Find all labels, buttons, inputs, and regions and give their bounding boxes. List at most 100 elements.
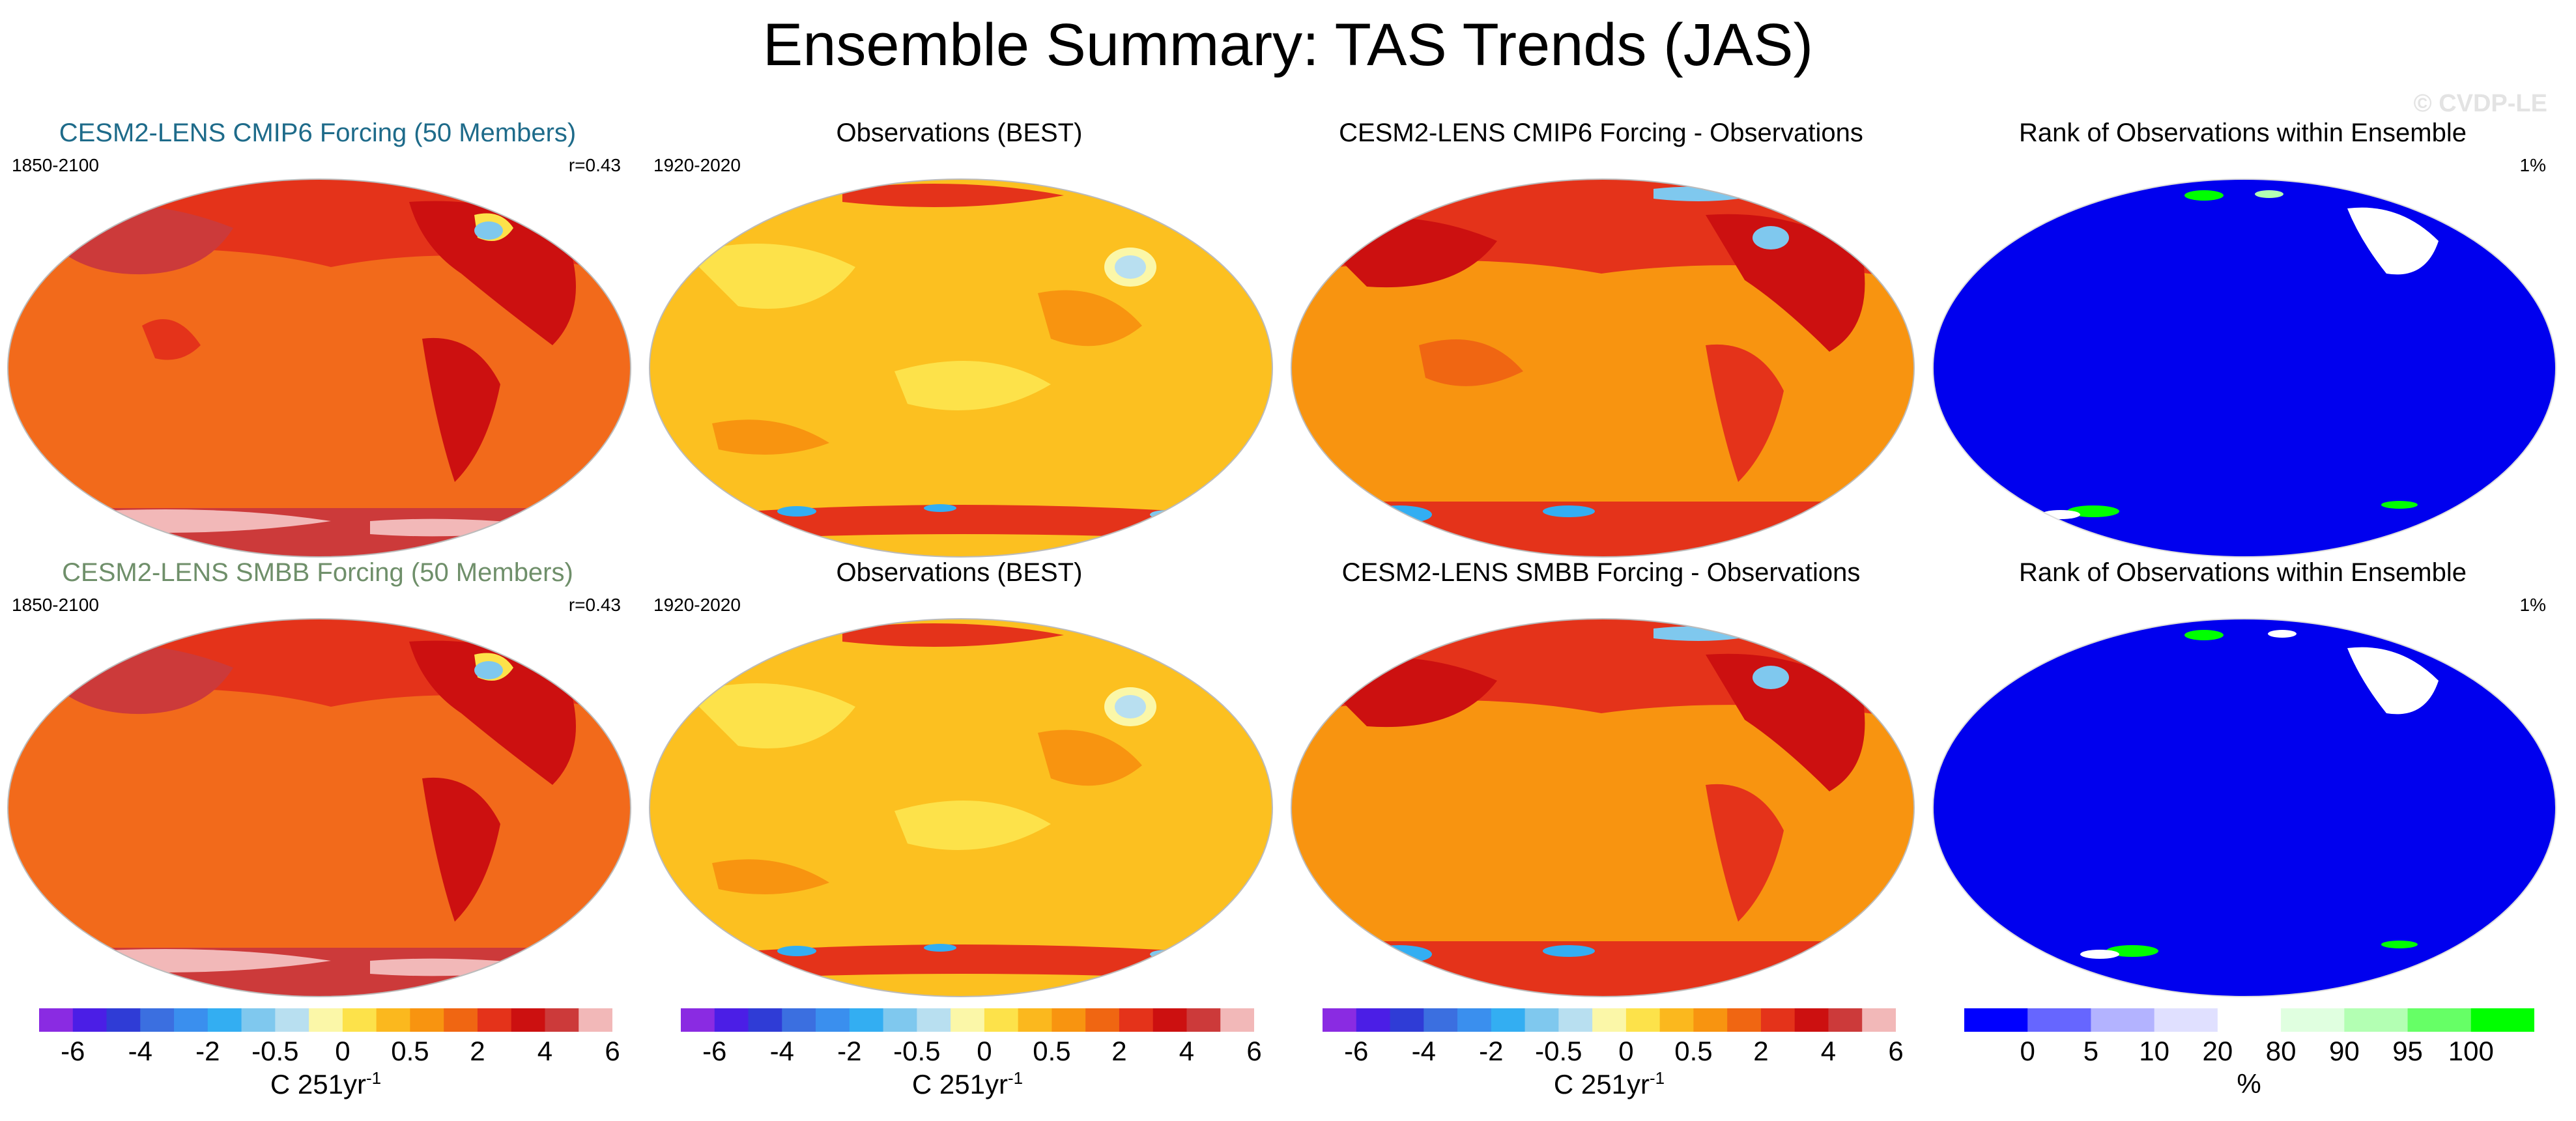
- colorbar-tick-label: 6: [1888, 1036, 1904, 1066]
- colorbar-swatch: [72, 1008, 107, 1032]
- colorbar-swatch: [816, 1008, 850, 1032]
- colorbar-tick-label: -0.5: [893, 1036, 941, 1066]
- colorbar-swatch: [2344, 1008, 2409, 1032]
- colorbar-swatch: [1424, 1008, 1458, 1032]
- colorbar-tick-label: 10: [2139, 1036, 2170, 1066]
- colorbar-tick-label: 100: [2448, 1036, 2494, 1066]
- colorbar-tick-label: 4: [537, 1036, 553, 1066]
- colorbar-swatch: [1356, 1008, 1391, 1032]
- colorbar-swatch: [579, 1008, 612, 1032]
- colorbar-tick-label: 0: [335, 1036, 351, 1066]
- panel-title: CESM2-LENS SMBB Forcing - Observations: [1341, 558, 1861, 587]
- colorbar-tick-label: -2: [195, 1036, 220, 1066]
- panel-difference-smbb: CESM2-LENS SMBB Forcing - Observations: [1283, 557, 1919, 1000]
- colorbar-swatch: [1760, 1008, 1796, 1032]
- colorbar-tick-label: 0.5: [1674, 1036, 1713, 1066]
- colorbar-swatch: [410, 1008, 444, 1032]
- colorbar-swatch: [1964, 1008, 2028, 1032]
- colorbar-swatch: [1592, 1008, 1627, 1032]
- colorbar-swatch: [1828, 1008, 1863, 1032]
- colorbar-swatch: [1727, 1008, 1762, 1032]
- colorbar-rank: 0 5 10 20 80 90 95 100 %: [1964, 1008, 2534, 1119]
- colorbar-swatch: [782, 1008, 816, 1032]
- rank-map: [1932, 178, 2556, 558]
- colorbar-swatches: [1323, 1008, 1896, 1032]
- colorbar-tick-label: 2: [1753, 1036, 1769, 1066]
- colorbar-tick-label: 6: [605, 1036, 620, 1066]
- colorbar-tick-label: -6: [1344, 1036, 1369, 1066]
- colorbar-tick-label: 4: [1179, 1036, 1195, 1066]
- colorbar-swatch: [748, 1008, 782, 1032]
- trend-map: [7, 618, 631, 997]
- colorbar-swatch: [2281, 1008, 2345, 1032]
- panel-title: CESM2-LENS SMBB Forcing (50 Members): [62, 558, 573, 587]
- panel-title: Observations (BEST): [836, 119, 1083, 147]
- colorbar-tick-label: 80: [2265, 1036, 2297, 1066]
- colorbar-swatch: [207, 1008, 242, 1032]
- colorbar-tick-label: 0.5: [1033, 1036, 1071, 1066]
- colorbar-swatch: [2154, 1008, 2218, 1032]
- panel-model-smbb: CESM2-LENS SMBB Forcing (50 Members) 185…: [0, 557, 635, 1000]
- colorbar-swatch: [2091, 1008, 2155, 1032]
- trend-map: [1291, 178, 1915, 558]
- trend-map: [649, 618, 1273, 997]
- period-label: 1850-2100: [12, 595, 99, 615]
- panel-title: Rank of Observations within Ensemble: [2019, 558, 2467, 587]
- colorbar-swatch: [511, 1008, 545, 1032]
- colorbar-tick-label: 95: [2392, 1036, 2423, 1066]
- colorbar-swatch: [545, 1008, 579, 1032]
- colorbar-tick-label: -6: [61, 1036, 85, 1066]
- colorbar-swatch: [1052, 1008, 1086, 1032]
- panel-title: Observations (BEST): [836, 558, 1083, 587]
- colorbar-swatch: [2407, 1008, 2472, 1032]
- colorbar-swatch: [241, 1008, 276, 1032]
- colorbar-swatch: [376, 1008, 410, 1032]
- colorbar-tick-label: 90: [2328, 1036, 2360, 1066]
- rank-percent-label: 1%: [2519, 155, 2546, 175]
- colorbar-trend-2: -6 -4 -2 -0.5 0 0.5 2 4 6 C 251yr-1: [681, 1008, 1262, 1119]
- colorbar-swatch: [477, 1008, 512, 1032]
- correlation-label: r=0.43: [568, 155, 621, 175]
- colorbar-tick-label: 0.5: [391, 1036, 429, 1066]
- colorbar-swatch: [2217, 1008, 2282, 1032]
- figure-title: Ensemble Summary: TAS Trends (JAS): [762, 12, 1814, 78]
- colorbar-swatch: [984, 1008, 1019, 1032]
- colorbar-swatch: [883, 1008, 917, 1032]
- colorbar-tick-label: 2: [1111, 1036, 1127, 1066]
- panel-model-cmip6: CESM2-LENS CMIP6 Forcing (50 Members) 18…: [0, 117, 635, 560]
- colorbar-swatch: [1018, 1008, 1052, 1032]
- panel-title: CESM2-LENS CMIP6 Forcing (50 Members): [59, 119, 577, 147]
- panel-title: CESM2-LENS CMIP6 Forcing - Observations: [1339, 119, 1863, 147]
- colorbar-swatch: [1491, 1008, 1526, 1032]
- trend-map: [7, 178, 631, 558]
- colorbar-tick-label: 0: [1618, 1036, 1634, 1066]
- colorbar-swatches: [39, 1008, 612, 1032]
- colorbar-swatch: [2027, 1008, 2091, 1032]
- panel-title: Rank of Observations within Ensemble: [2019, 119, 2467, 147]
- colorbar-tick-label: -2: [1479, 1036, 1504, 1066]
- colorbar-swatch: [1524, 1008, 1559, 1032]
- colorbar-swatch: [2470, 1008, 2534, 1032]
- correlation-label: r=0.43: [568, 595, 621, 615]
- colorbar-tick-label: 20: [2202, 1036, 2233, 1066]
- period-label: 1850-2100: [12, 155, 99, 175]
- colorbar-swatch: [106, 1008, 141, 1032]
- colorbar-swatch: [681, 1008, 715, 1032]
- colorbar-swatch: [849, 1008, 884, 1032]
- colorbar-swatch: [39, 1008, 74, 1032]
- colorbar-trend-3: -6 -4 -2 -0.5 0 0.5 2 4 6 C 251yr-1: [1323, 1008, 1904, 1119]
- panel-observations: Observations (BEST) 1920-2020: [642, 117, 1277, 560]
- rank-map: [1932, 618, 2556, 997]
- rank-percent-label: 1%: [2519, 595, 2546, 615]
- colorbar-swatch: [275, 1008, 309, 1032]
- colorbar-swatch: [1390, 1008, 1424, 1032]
- colorbar-tick-label: 4: [1820, 1036, 1837, 1066]
- colorbar-tick-label: -0.5: [251, 1036, 299, 1066]
- colorbar-swatch: [1323, 1008, 1357, 1032]
- colorbar-swatch: [1220, 1008, 1254, 1032]
- trend-map: [649, 178, 1273, 558]
- colorbar-swatch: [951, 1008, 985, 1032]
- colorbar-unit: C 251yr-1: [911, 1068, 1023, 1100]
- colorbar-swatch: [1625, 1008, 1661, 1032]
- panel-rank: Rank of Observations within Ensemble 1%: [1925, 117, 2560, 560]
